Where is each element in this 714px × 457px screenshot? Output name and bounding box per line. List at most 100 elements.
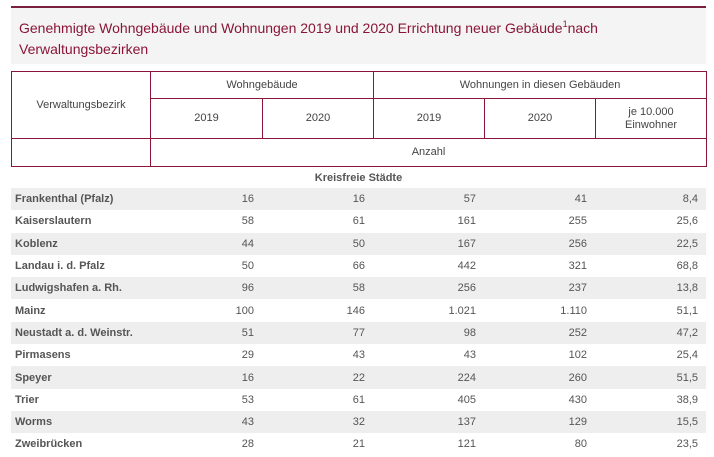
data-table: Frankenthal (Pfalz) 16 16 57 41 8,4 Kaiserslau…	[11, 188, 706, 456]
header-buildings: Wohngebäude	[150, 71, 374, 99]
table-row: Ludwigshafen a. Rh. 96 58 256 237 13,8	[11, 277, 706, 300]
cell-per-10000-inhabitants: 47,2	[595, 321, 706, 345]
header-dwellings-2019: 2019	[373, 98, 485, 139]
cell-dwellings-2020: 255	[484, 210, 595, 233]
cell-per-10000-inhabitants: 25,6	[595, 210, 706, 233]
cell-dwellings-2020: 237	[484, 277, 595, 300]
cell-row-name: Mainz	[11, 299, 150, 322]
header-blank-cell	[11, 138, 151, 167]
cell-buildings-2019: 58	[150, 210, 262, 233]
cell-per-10000-inhabitants: 13,8	[595, 277, 706, 300]
table-row: Neustadt a. d. Weinstr. 51 77 98 252 47,2	[11, 321, 706, 345]
section-title: Kreisfreie Städte	[314, 172, 403, 184]
cell-buildings-2020: 21	[262, 433, 373, 456]
cell-per-10000-inhabitants: 8,4	[595, 188, 706, 211]
header-buildings-2020: 2020	[262, 98, 374, 139]
cell-row-name: Trier	[11, 388, 150, 411]
cell-dwellings-2020: 256	[484, 232, 595, 255]
table-row: Worms 43 32 137 129 15,5	[11, 410, 706, 434]
table-row: Kaiserslautern 58 61 161 255 25,6	[11, 210, 706, 233]
cell-dwellings-2019: 121	[373, 433, 484, 456]
cell-buildings-2019: 29	[150, 344, 262, 367]
cell-buildings-2019: 51	[150, 321, 262, 345]
cell-per-10000-inhabitants: 51,5	[595, 366, 706, 389]
cell-buildings-2019: 53	[150, 388, 262, 411]
cell-row-name: Speyer	[11, 366, 150, 389]
cell-dwellings-2020: 430	[484, 388, 595, 411]
cell-buildings-2020: 61	[262, 210, 373, 233]
header-unit: Anzahl	[149, 138, 708, 167]
cell-dwellings-2020: 1.110	[484, 299, 595, 322]
cell-buildings-2019: 96	[150, 277, 262, 300]
cell-dwellings-2019: 1.021	[373, 299, 484, 322]
cell-per-10000-inhabitants: 51,1	[595, 299, 706, 322]
cell-dwellings-2020: 129	[484, 410, 595, 434]
cell-buildings-2019: 16	[150, 366, 262, 389]
cell-row-name: Pirmasens	[11, 344, 150, 367]
header-per-inhabitants: je 10.000 Einwohner	[594, 98, 708, 139]
cell-buildings-2019: 43	[150, 410, 262, 434]
cell-row-name: Ludwigshafen a. Rh.	[11, 277, 150, 300]
cell-dwellings-2019: 137	[373, 410, 484, 434]
table-row: Landau i. d. Pfalz 50 66 442 321 68,8	[11, 254, 706, 278]
cell-row-name: Zweibrücken	[11, 433, 150, 456]
cell-row-name: Frankenthal (Pfalz)	[11, 188, 150, 211]
cell-buildings-2019: 100	[150, 299, 262, 322]
header-buildings-2019: 2019	[150, 98, 263, 139]
cell-per-10000-inhabitants: 25,4	[595, 344, 706, 367]
cell-per-10000-inhabitants: 15,5	[595, 410, 706, 434]
cell-buildings-2020: 58	[262, 277, 373, 300]
cell-dwellings-2019: 442	[373, 254, 484, 278]
cell-row-name: Landau i. d. Pfalz	[11, 254, 150, 278]
cell-dwellings-2020: 321	[484, 254, 595, 278]
header-dwellings: Wohnungen in diesen Gebäuden	[372, 71, 708, 99]
cell-dwellings-2020: 252	[484, 321, 595, 345]
cell-dwellings-2019: 405	[373, 388, 484, 411]
cell-dwellings-2019: 161	[373, 210, 484, 233]
cell-buildings-2020: 32	[262, 410, 373, 434]
cell-buildings-2020: 66	[262, 254, 373, 278]
cell-dwellings-2019: 43	[373, 344, 484, 367]
cell-per-10000-inhabitants: 23,5	[595, 433, 706, 456]
cell-per-10000-inhabitants: 38,9	[595, 388, 706, 411]
cell-row-name: Neustadt a. d. Weinstr.	[11, 321, 150, 345]
cell-buildings-2020: 22	[262, 366, 373, 389]
table-title: Genehmigte Wohngebäude und Wohnungen 201…	[19, 18, 679, 60]
header-dwellings-2020: 2020	[484, 98, 596, 139]
cell-buildings-2020: 61	[262, 388, 373, 411]
cell-buildings-2020: 146	[262, 299, 373, 322]
cell-buildings-2019: 16	[150, 188, 262, 211]
table-row: Speyer 16 22 224 260 51,5	[11, 366, 706, 389]
header-region: Verwaltungsbezirk	[11, 71, 151, 139]
table-row: Koblenz 44 50 167 256 22,5	[11, 232, 706, 255]
cell-buildings-2019: 28	[150, 433, 262, 456]
cell-dwellings-2020: 102	[484, 344, 595, 367]
cell-buildings-2020: 16	[262, 188, 373, 211]
table-header: Verwaltungsbezirk Wohngebäude Wohnungen …	[11, 71, 708, 167]
cell-per-10000-inhabitants: 22,5	[595, 232, 706, 255]
cell-per-10000-inhabitants: 68,8	[595, 254, 706, 278]
cell-buildings-2019: 50	[150, 254, 262, 278]
cell-buildings-2020: 50	[262, 232, 373, 255]
cell-dwellings-2019: 167	[373, 232, 484, 255]
title-text: Genehmigte Wohngebäude und Wohnungen 201…	[19, 20, 563, 36]
cell-row-name: Kaiserslautern	[11, 210, 150, 233]
table-title-box: Genehmigte Wohngebäude und Wohnungen 201…	[11, 6, 706, 64]
cell-dwellings-2020: 80	[484, 433, 595, 456]
footnote-mark[interactable]: 1	[562, 19, 568, 29]
title-text-after: nach Verwaltungsbezirken	[19, 20, 598, 57]
table-row: Trier 53 61 405 430 38,9	[11, 388, 706, 411]
cell-dwellings-2020: 41	[484, 188, 595, 211]
cell-buildings-2019: 44	[150, 232, 262, 255]
table-row: Zweibrücken 28 21 121 80 23,5	[11, 433, 706, 456]
cell-dwellings-2020: 260	[484, 366, 595, 389]
table-row: Frankenthal (Pfalz) 16 16 57 41 8,4	[11, 188, 706, 211]
cell-dwellings-2019: 98	[373, 321, 484, 345]
cell-row-name: Koblenz	[11, 232, 150, 255]
table-row: Pirmasens 29 43 43 102 25,4	[11, 344, 706, 367]
cell-row-name: Worms	[11, 410, 150, 434]
cell-dwellings-2019: 57	[373, 188, 484, 211]
cell-buildings-2020: 77	[262, 321, 373, 345]
cell-dwellings-2019: 256	[373, 277, 484, 300]
cell-buildings-2020: 43	[262, 344, 373, 367]
